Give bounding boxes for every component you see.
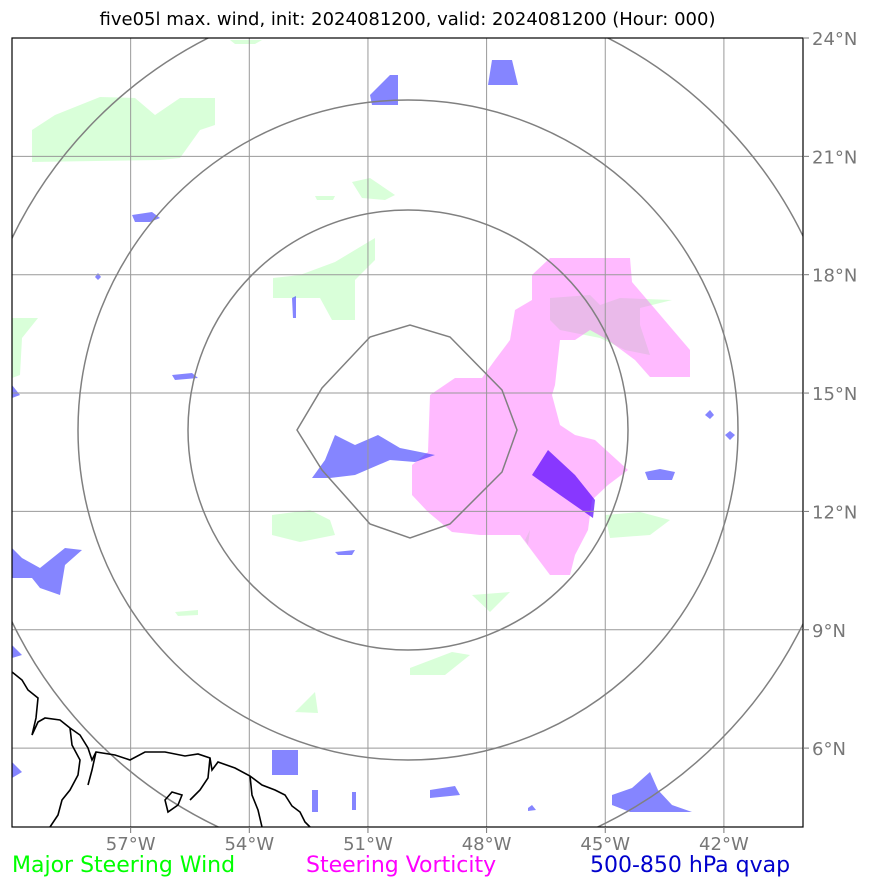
- qvap-areas: [12, 60, 735, 812]
- range-ring-2: [187, 209, 629, 651]
- lat-tick-label: 18°N: [812, 266, 857, 287]
- legend-steering-vorticity: Steering Vorticity: [306, 853, 497, 878]
- wind-area: [295, 692, 318, 713]
- qvap-area: [12, 762, 22, 778]
- wind-area: [272, 510, 335, 542]
- lat-tick-label: 21°N: [812, 147, 857, 168]
- wind-area: [550, 295, 672, 355]
- river-path: [164, 791, 184, 814]
- qvap-area: [488, 60, 518, 85]
- qvap-area: [12, 385, 20, 398]
- wind-area: [525, 530, 530, 545]
- qvap-area: [532, 450, 595, 518]
- qvap-area: [335, 550, 355, 555]
- qvap-area: [352, 792, 356, 810]
- gridlines: [12, 38, 803, 827]
- axis-tick-labels: 57°W 54°W 51°W 48°W 45°W 42°W 24°N 21°N 18°N 15°N…: [106, 29, 858, 855]
- river-path: [87, 751, 97, 786]
- steering-wind-areas: [12, 40, 672, 713]
- qvap-area: [272, 750, 298, 775]
- qvap-area: [95, 273, 101, 280]
- lat-tick-label: 12°N: [812, 502, 857, 523]
- coastline: [12, 671, 311, 827]
- range-rings: [12, 38, 803, 827]
- wind-area: [352, 178, 395, 200]
- wind-area: [315, 196, 335, 200]
- map-frame: [11, 37, 804, 828]
- lat-tick-label: 9°N: [812, 621, 846, 642]
- lon-tick-label: 45°W: [580, 834, 630, 855]
- lon-tick-label: 42°W: [699, 834, 749, 855]
- river-path: [49, 727, 81, 827]
- qvap-area: [292, 296, 296, 318]
- lon-tick-label: 54°W: [224, 834, 274, 855]
- qvap-area: [612, 772, 692, 812]
- wind-area: [472, 592, 510, 612]
- lat-tick-label: 6°N: [812, 739, 846, 760]
- river-path: [189, 757, 211, 801]
- river-path: [249, 775, 263, 827]
- lon-tick-label: 51°W: [343, 834, 393, 855]
- wind-area: [32, 97, 215, 162]
- lat-tick-label: 15°N: [812, 384, 857, 405]
- qvap-area: [370, 75, 398, 105]
- qvap-area: [172, 373, 198, 380]
- wind-area: [410, 652, 470, 675]
- qvap-area: [312, 435, 435, 478]
- steering-vorticity-areas: [412, 258, 690, 575]
- wind-area: [230, 40, 262, 44]
- map-title: five05l max. wind, init: 2024081200, val…: [99, 9, 716, 30]
- wind-area: [273, 238, 375, 320]
- range-ring-3: [77, 99, 739, 761]
- lat-tick-label: 24°N: [812, 29, 857, 50]
- qvap-area: [528, 805, 536, 811]
- qvap-area: [705, 410, 714, 419]
- lon-tick-label: 48°W: [462, 834, 512, 855]
- coastline-path: [12, 671, 311, 827]
- qvap-area: [12, 645, 22, 658]
- lon-tick-label: 57°W: [106, 834, 156, 855]
- qvap-area: [312, 790, 318, 812]
- legend-steering-wind: Major Steering Wind: [12, 853, 236, 878]
- legend-qvap: 500-850 hPa qvap: [590, 853, 791, 878]
- range-ring-inner: [296, 324, 518, 539]
- qvap-area: [725, 431, 735, 440]
- qvap-area: [645, 469, 675, 480]
- vorticity-area: [412, 258, 690, 575]
- qvap-area: [430, 786, 460, 798]
- qvap-area: [12, 548, 82, 595]
- axis-ticks: [130, 37, 809, 833]
- wind-area: [12, 318, 38, 378]
- wind-area: [175, 610, 198, 616]
- wind-area: [605, 512, 670, 538]
